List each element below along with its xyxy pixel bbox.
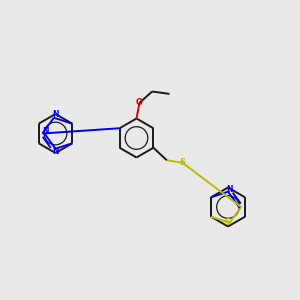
Text: N: N (52, 110, 59, 119)
Text: S: S (180, 158, 186, 167)
Text: N: N (52, 147, 59, 156)
Text: N: N (42, 128, 49, 136)
Text: S: S (225, 218, 231, 227)
Text: O: O (136, 98, 143, 107)
Text: N: N (226, 185, 233, 194)
